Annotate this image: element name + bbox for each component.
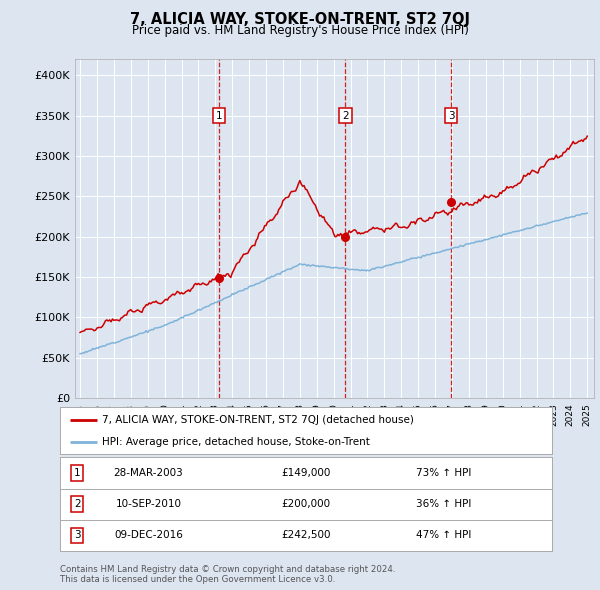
Text: 3: 3 bbox=[74, 530, 80, 540]
Text: Contains HM Land Registry data © Crown copyright and database right 2024.
This d: Contains HM Land Registry data © Crown c… bbox=[60, 565, 395, 584]
Text: £149,000: £149,000 bbox=[281, 468, 331, 478]
Text: £242,500: £242,500 bbox=[281, 530, 331, 540]
Text: 7, ALICIA WAY, STOKE-ON-TRENT, ST2 7QJ: 7, ALICIA WAY, STOKE-ON-TRENT, ST2 7QJ bbox=[130, 12, 470, 27]
Text: 2: 2 bbox=[74, 499, 80, 509]
Text: 36% ↑ HPI: 36% ↑ HPI bbox=[416, 499, 472, 509]
Text: 10-SEP-2010: 10-SEP-2010 bbox=[116, 499, 182, 509]
Text: 2: 2 bbox=[342, 110, 349, 120]
Text: 1: 1 bbox=[216, 110, 223, 120]
Text: 09-DEC-2016: 09-DEC-2016 bbox=[114, 530, 183, 540]
Text: 73% ↑ HPI: 73% ↑ HPI bbox=[416, 468, 472, 478]
Text: 3: 3 bbox=[448, 110, 454, 120]
Text: £200,000: £200,000 bbox=[281, 499, 331, 509]
Text: 47% ↑ HPI: 47% ↑ HPI bbox=[416, 530, 472, 540]
Text: 28-MAR-2003: 28-MAR-2003 bbox=[113, 468, 184, 478]
Text: 7, ALICIA WAY, STOKE-ON-TRENT, ST2 7QJ (detached house): 7, ALICIA WAY, STOKE-ON-TRENT, ST2 7QJ (… bbox=[102, 415, 413, 425]
Text: Price paid vs. HM Land Registry's House Price Index (HPI): Price paid vs. HM Land Registry's House … bbox=[131, 24, 469, 37]
Text: HPI: Average price, detached house, Stoke-on-Trent: HPI: Average price, detached house, Stok… bbox=[102, 437, 370, 447]
Text: 1: 1 bbox=[74, 468, 80, 478]
